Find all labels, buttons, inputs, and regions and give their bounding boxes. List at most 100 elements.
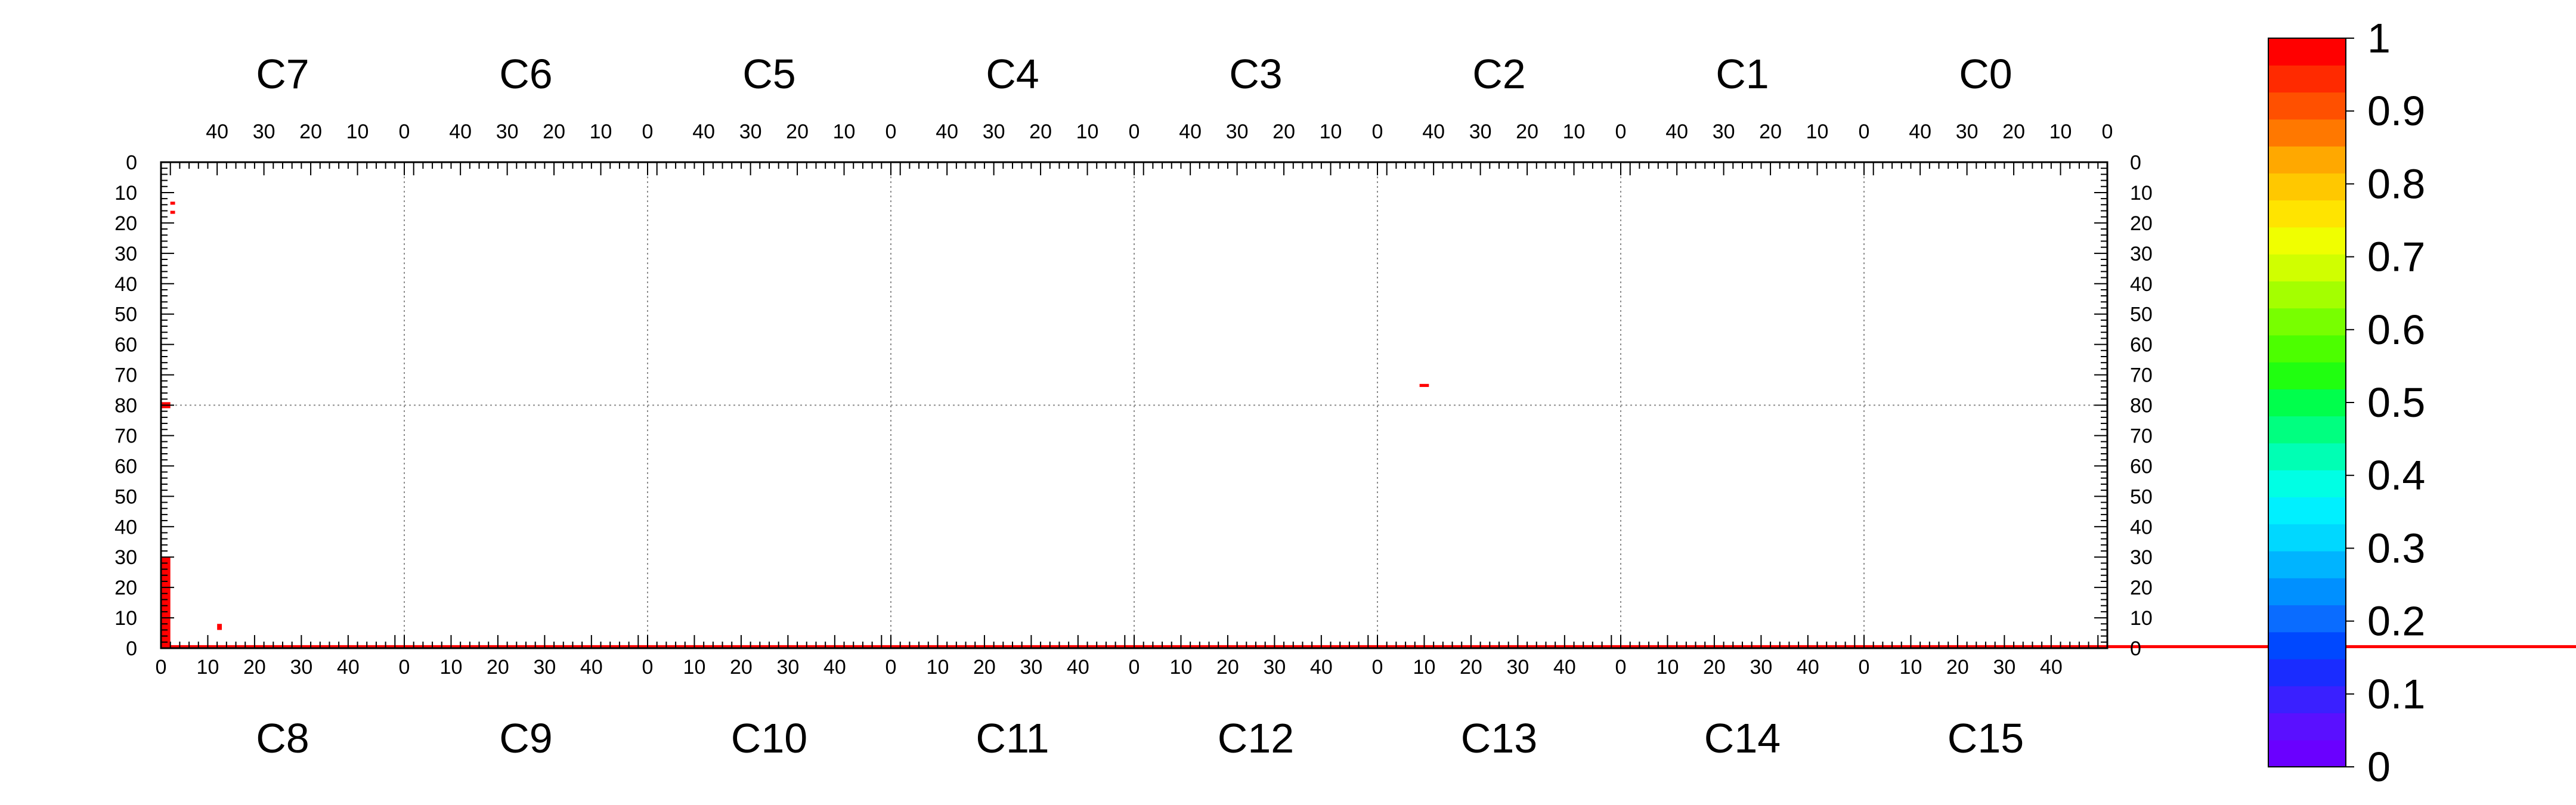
bottom-axis-tick-label: 30 [533,656,556,679]
left-axis-tick-label: 30 [114,243,137,265]
bottom-axis-tick-label: 40 [2040,656,2063,679]
top-axis-tick-label: 10 [1806,120,1829,143]
top-axis-tick-label: 0 [2102,120,2113,143]
bottom-axis-tick-label: 10 [1657,656,1679,679]
hit-pixel [170,202,175,205]
colorbar-segment [2268,173,2346,201]
left-axis-tick-label: 60 [114,334,137,357]
bottom-axis-tick-label: 10 [440,656,463,679]
bottom-axis-tick-label: 10 [1170,656,1193,679]
bottom-axis-tick-label: 20 [973,656,996,679]
top-axis-tick-label: 20 [1272,120,1295,143]
right-axis-tick-label: 10 [2130,182,2153,205]
colorbar-segment [2268,227,2346,255]
bottom-axis-tick-label: 10 [927,656,949,679]
left-axis-tick-label: 70 [114,364,137,387]
top-axis-tick-label: 10 [1563,120,1586,143]
top-axis-tick-label: 30 [496,120,519,143]
axis-ticks [160,162,2108,649]
colorbar-tick-label: 0.6 [2367,306,2425,353]
bottom-axis-tick-label: 0 [886,656,897,679]
colorbar-tick-label: 0.3 [2367,525,2425,571]
top-axis-tick-label: 20 [1759,120,1782,143]
right-axis-tick-label: 40 [2130,516,2153,538]
bottom-axis-tick-label: 10 [683,656,706,679]
colorbar-segment [2268,739,2346,767]
colorbar-segment [2268,38,2346,66]
top-axis-tick-label: 30 [739,120,762,143]
bottom-axis-tick-label: 20 [1946,656,1969,679]
hit-pixel [170,210,175,214]
bottom-axis-tick-label: 20 [487,656,509,679]
colorbar-segment [2268,497,2346,525]
top-axis-tick-label: 30 [253,120,275,143]
bottom-axis-tick-label: 10 [1900,656,1922,679]
colorbar-segment [2268,550,2346,578]
top-axis-tick-label: 30 [1713,120,1735,143]
left-axis-tick-label: 20 [114,212,137,235]
colorbar-tick-label: 1 [2367,15,2391,61]
bottom-axis-tick-label: 0 [156,656,167,679]
colorbar-tick-label: 0.4 [2367,452,2425,499]
left-axis-tick-label: 40 [114,516,137,538]
top-axis-tick-label: 0 [399,120,410,143]
left-axis-tick-label: 30 [114,546,137,569]
top-axis-tick-label: 0 [886,120,897,143]
top-axis-tick-label: 0 [1615,120,1627,143]
bottom-axis-tick-label: 40 [1067,656,1089,679]
colorbar-segment [2268,335,2346,363]
chip-label-top: C1 [1716,51,1769,97]
bottom-axis-tick-label: 40 [337,656,360,679]
colorbar-segment [2268,605,2346,633]
right-axis-tick-label: 40 [2130,273,2153,296]
chip-label-bottom: C15 [1948,715,2024,761]
right-axis-tick-label: 50 [2130,304,2153,326]
chip-label-bottom: C12 [1218,715,1294,761]
left-axis-tick-label: 40 [114,273,137,296]
bottom-axis-tick-label: 0 [1372,656,1383,679]
right-axis-tick-label: 30 [2130,243,2153,265]
top-axis-tick-label: 40 [1909,120,1931,143]
top-axis-tick-label: 0 [1859,120,1870,143]
colorbar-tick-label: 0.5 [2367,379,2425,426]
top-axis-tick-label: 20 [1029,120,1052,143]
bottom-axis-tick-label: 40 [1310,656,1333,679]
chip-label-top: C3 [1229,51,1282,97]
top-axis-tick-label: 20 [299,120,322,143]
top-axis-tick-label: 40 [936,120,958,143]
chip-label-bottom: C14 [1704,715,1781,761]
chip-label-top: C0 [1959,51,2012,97]
bottom-axis-tick-label: 40 [1553,656,1576,679]
colorbar-segment [2268,389,2346,417]
bottom-axis-tick-label: 10 [197,656,219,679]
hit-pixel [217,624,222,630]
top-axis-tick-label: 10 [833,120,856,143]
hit-pixel [161,557,171,648]
bottom-axis-tick-label: 0 [399,656,410,679]
bottom-axis-tick-label: 0 [642,656,654,679]
colorbar-tick-label: 0.1 [2367,671,2425,717]
bottom-axis-tick-label: 30 [290,656,312,679]
left-axis-tick-label: 80 [114,395,137,417]
colorbar-tick-label: 0.9 [2367,88,2425,134]
colorbar-segment [2268,146,2346,174]
left-axis-tick-label: 0 [126,151,137,174]
colorbar-segment [2268,713,2346,741]
bottom-axis-tick-label: 20 [1460,656,1482,679]
left-axis-tick-label: 0 [126,637,137,660]
colorbar-segment [2268,254,2346,281]
top-axis-tick-label: 20 [1516,120,1538,143]
right-axis-tick-label: 60 [2130,334,2153,357]
chip-label-bottom: C11 [976,715,1049,761]
bottom-axis-tick-label: 30 [776,656,799,679]
colorbar-segment [2268,308,2346,336]
colorbar-segment [2268,686,2346,714]
top-axis-tick-label: 30 [983,120,1005,143]
colorbar-segment [2268,416,2346,444]
bottom-axis-tick-label: 0 [1129,656,1140,679]
left-axis-tick-label: 20 [114,577,137,599]
bottom-axis-tick-label: 20 [1216,656,1239,679]
right-axis-tick-label: 0 [2130,151,2141,174]
colorbar-tick-label: 0.8 [2367,160,2425,207]
top-axis-tick-label: 10 [590,120,612,143]
